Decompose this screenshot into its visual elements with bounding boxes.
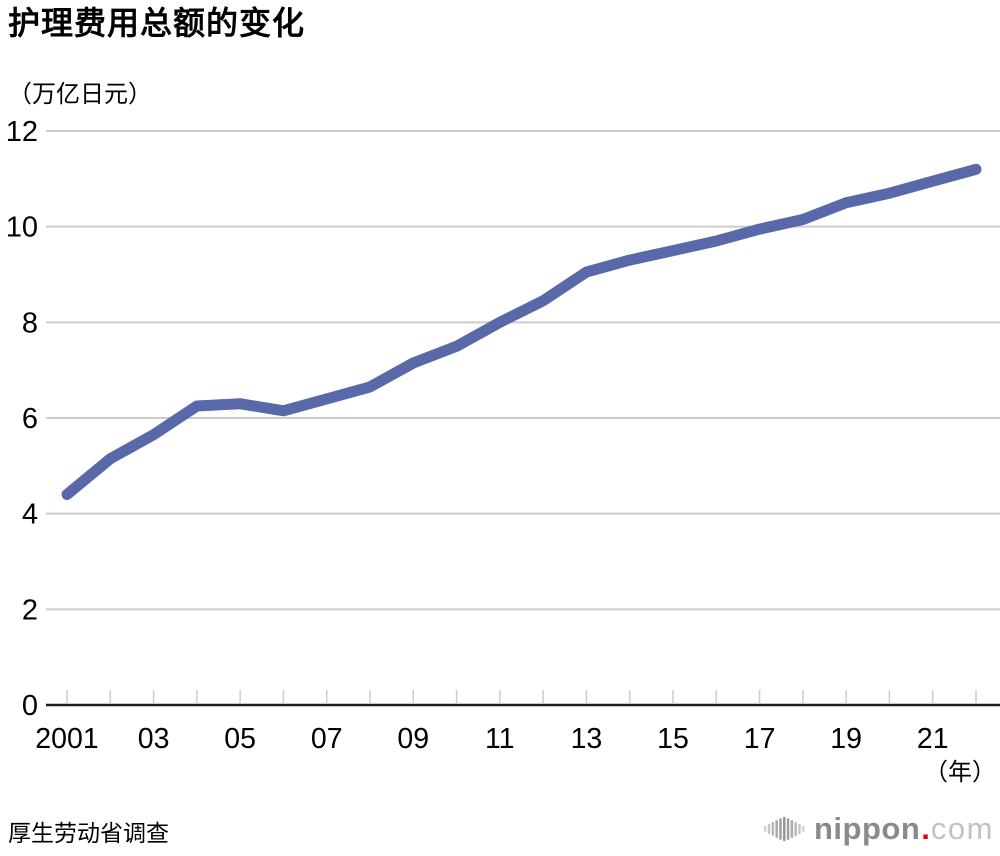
soundwave-bar [783, 816, 786, 842]
x-tick-label: 13 [571, 723, 603, 755]
x-tick-label: 17 [744, 723, 776, 755]
soundwave-bar [767, 823, 771, 835]
soundwave-bar [798, 823, 801, 835]
soundwave-bar [771, 821, 775, 837]
y-axis-unit-label: （万亿日元） [8, 81, 152, 108]
x-tick-label: 15 [657, 723, 689, 755]
y-tick-label: 2 [22, 594, 38, 626]
x-tick-label: 21 [917, 723, 949, 755]
nippon-logo: nippon . com [763, 810, 994, 848]
soundwave-bar [779, 818, 782, 840]
x-tick-label: 03 [138, 723, 170, 755]
x-tick-label: 11 [485, 723, 515, 755]
y-tick-label: 6 [22, 403, 38, 435]
x-tick-label: 2001 [35, 723, 98, 755]
y-tick-label: 10 [6, 212, 38, 244]
y-tick-label: 0 [22, 690, 38, 722]
chart-title: 护理费用总额的变化 [8, 5, 306, 41]
soundwave-bar [775, 819, 778, 839]
logo-text-nippon: nippon [814, 811, 921, 846]
soundwave-bar [790, 819, 794, 839]
logo-dot: . [921, 811, 930, 846]
logo-text-com: com [930, 811, 994, 846]
y-tick-label: 8 [22, 307, 38, 339]
x-tick-label: 09 [397, 723, 429, 755]
y-tick-label: 12 [6, 116, 38, 148]
x-tick-label: 07 [311, 723, 343, 755]
soundwave-bar [794, 821, 797, 837]
source-note: 厚生劳动省调查 [8, 820, 169, 846]
soundwave-bar [802, 825, 805, 833]
y-tick-label: 4 [22, 499, 38, 531]
soundwave-bar [764, 825, 767, 833]
x-axis-unit-label: （年） [924, 759, 996, 786]
x-tick-label: 05 [224, 723, 256, 755]
soundwave-bar [786, 818, 790, 840]
x-tick-label: 19 [830, 723, 862, 755]
data-line-total-care-cost [61, 163, 982, 500]
soundwave-icon [764, 816, 805, 842]
